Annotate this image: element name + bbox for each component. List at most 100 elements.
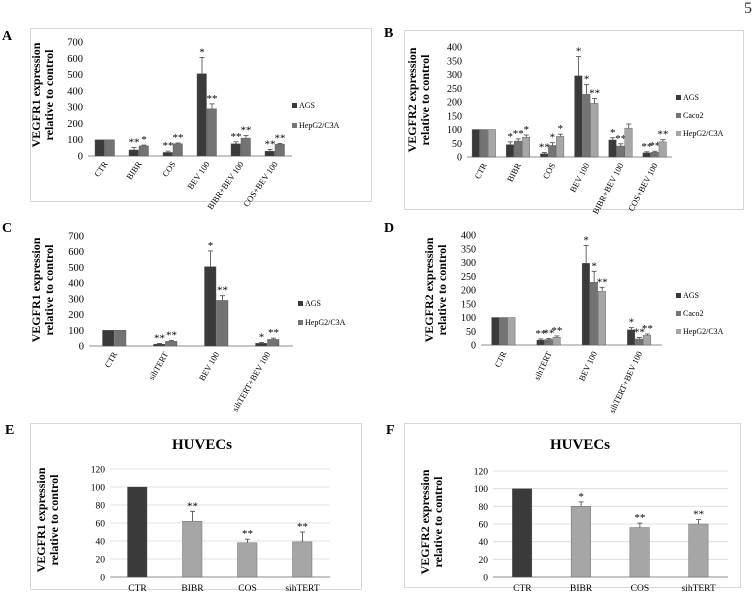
significance-label: ** [163, 140, 174, 152]
significance-label: ** [551, 325, 562, 337]
y-tick-label: 100 [474, 485, 489, 495]
y-tick-label: 0 [79, 342, 84, 353]
y-tick-label: 400 [67, 86, 83, 97]
chart-b: B 0 50 100 150 200 250 300 350 400 VEGFR2 expressi… [384, 26, 724, 216]
page-number: 5 [744, 0, 752, 17]
bar [264, 150, 275, 157]
y-tick-label: 0 [457, 153, 462, 164]
x-tick-label: CTR [128, 584, 147, 594]
chart-e: E HUVECs 0 20 40 60 80 100 120 VEGFR1 expressionr… [5, 423, 330, 594]
bar [570, 506, 591, 578]
y-tick-label: 700 [67, 38, 83, 49]
bar [104, 139, 115, 157]
significance-label: ** [543, 327, 554, 339]
bar [479, 129, 488, 158]
bar [237, 542, 258, 578]
y-tick-label: 20 [96, 556, 106, 566]
significance-label: ** [634, 512, 645, 524]
x-tick-label: COS [238, 584, 256, 594]
bar [597, 291, 606, 346]
bar [138, 145, 149, 157]
chart-c: C 0 100 200 300 400 500 600 700 VEGFR1 expression… [2, 221, 346, 413]
significance-label: ** [187, 500, 198, 512]
y-axis-label: VEGFR2 expressionrelative to control [422, 237, 449, 342]
significance-label: * [629, 317, 635, 329]
bar [642, 152, 651, 158]
significance-label: ** [615, 133, 626, 145]
significance-label: ** [242, 528, 253, 540]
legend-label: HepG2/C3A [299, 121, 340, 130]
significance-label: * [583, 234, 589, 246]
panel-letter-f: F [386, 423, 395, 438]
bar [255, 343, 268, 347]
legend-label: HepG2/C3A [683, 129, 724, 138]
bar [635, 338, 644, 346]
significance-label: ** [641, 141, 652, 153]
bar [544, 339, 553, 346]
bar [267, 339, 280, 347]
x-tick-label: BIBR [124, 159, 144, 181]
significance-label: * [259, 332, 265, 344]
bar [556, 136, 565, 158]
y-tick-label: 250 [461, 272, 476, 283]
significance-label: ** [535, 328, 546, 340]
panel-frame-b [404, 30, 744, 210]
legend-swatch [292, 123, 297, 128]
y-tick-label: 350 [447, 56, 462, 67]
panel-letter-e: E [5, 423, 14, 438]
y-tick-label: 600 [67, 54, 83, 65]
significance-label: ** [513, 128, 524, 140]
y-tick-label: 100 [67, 135, 83, 146]
significance-label: ** [231, 131, 242, 143]
x-tick-label: COS [541, 161, 558, 181]
bar [582, 94, 591, 158]
significance-label: ** [539, 142, 550, 154]
significance-label: * [550, 132, 556, 144]
bar [102, 330, 115, 347]
panel-letter-b: B [384, 26, 393, 41]
bar [507, 317, 516, 346]
bar [581, 263, 590, 346]
bar [536, 339, 545, 346]
significance-label: ** [268, 327, 279, 339]
significance-label: ** [642, 323, 653, 335]
bar [548, 145, 557, 158]
y-tick-label: 100 [91, 484, 106, 494]
y-tick-label: 0 [471, 341, 476, 352]
legend-swatch [292, 103, 297, 108]
y-axis-label: VEGFR2 expressionrelative to control [418, 469, 445, 574]
legend-label: Caco2 [683, 309, 703, 318]
significance-label: * [591, 260, 597, 272]
x-tick-label: COS [160, 159, 178, 179]
x-tick-label: sihTERT [532, 349, 554, 382]
significance-label: ** [297, 521, 308, 533]
y-tick-label: 700 [68, 232, 84, 243]
y-tick-label: 40 [96, 538, 106, 548]
legend-swatch [676, 131, 681, 136]
bar [487, 129, 496, 158]
y-tick-label: 500 [67, 70, 83, 81]
significance-label: ** [597, 276, 608, 288]
significance-label: * [584, 74, 590, 86]
significance-label: ** [275, 132, 286, 144]
bar [114, 330, 127, 347]
y-tick-label: 200 [68, 310, 84, 321]
legend-label: AGS [683, 291, 699, 300]
y-tick-label: 300 [67, 103, 83, 114]
chart-a: A 0 100 200 300 400 500 600 700 VEGFR1 expression… [2, 29, 340, 211]
legend-swatch [298, 320, 303, 325]
y-tick-label: 50 [452, 139, 462, 150]
significance-label: ** [657, 129, 668, 141]
y-axis-label: VEGFR1 expressionrelative to control [29, 237, 56, 342]
significance-label: * [208, 240, 214, 252]
bar [514, 140, 522, 158]
y-tick-label: 300 [447, 70, 462, 81]
x-tick-label: COS+BEV 100 [626, 161, 660, 213]
x-tick-label: CTR [102, 350, 119, 370]
bar [574, 75, 583, 158]
x-tick-label: CTR [492, 349, 508, 369]
y-axis-label: VEGFR1 expressionrelative to control [29, 42, 56, 147]
bar [589, 282, 598, 346]
x-tick-label: sihTERT [285, 584, 319, 594]
significance-label: ** [173, 132, 184, 144]
